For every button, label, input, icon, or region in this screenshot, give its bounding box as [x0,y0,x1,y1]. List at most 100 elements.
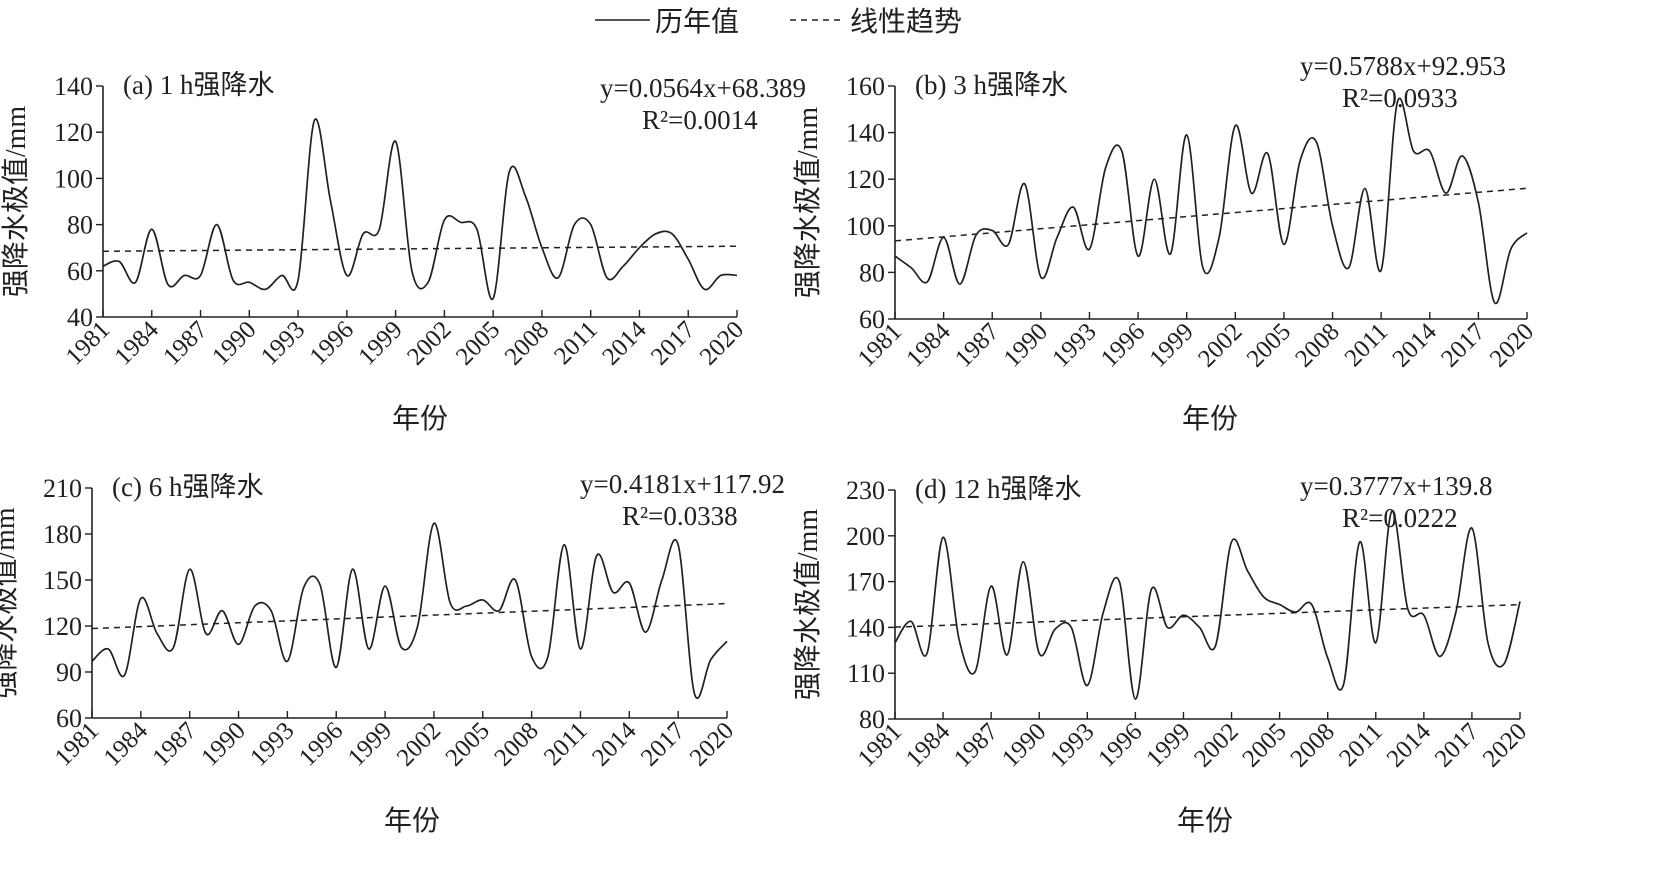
x-tick-label: 1987 [950,318,1004,372]
y-tick-label: 120 [43,612,82,641]
x-tick-label: 2008 [1290,318,1344,372]
y-tick-label: 60 [859,305,885,334]
trend-equation: y=0.0564x+68.389 [600,73,806,103]
panel-d: 8011014017020023019811984198719901993199… [792,471,1532,837]
x-tick-label: 1999 [343,717,397,771]
y-tick-label: 150 [43,566,82,595]
trend-line [894,187,1528,242]
x-tick-label: 2017 [1430,718,1484,772]
y-tick-label: 90 [56,658,82,687]
x-tick-label: 2017 [636,717,690,771]
x-tick-label: 1996 [1096,318,1150,372]
y-tick-label: 140 [846,613,885,642]
x-tick-label: 1987 [158,316,212,370]
x-tick-label: 1987 [147,717,201,771]
x-tick-label: 2008 [500,316,554,370]
x-tick-label: 2014 [587,717,642,772]
panel-a: 4060801001201401981198419871990199319961… [0,70,806,435]
y-tick-label: 80 [859,258,885,287]
x-tick-label: 2020 [1485,318,1539,372]
y-tick-label: 140 [846,119,885,148]
series-line [91,522,728,699]
trend-equation: y=0.3777x+139.8 [1300,471,1492,501]
panel-title: (c) 6 h强降水 [112,472,263,502]
x-tick-label: 2002 [392,717,446,771]
y-tick-label: 120 [846,165,885,194]
x-tick-label: 1984 [99,717,154,772]
x-tick-label: 1990 [207,316,261,370]
x-tick-label: 2020 [695,316,749,370]
trend-line [894,603,1521,628]
y-tick-label: 230 [846,476,885,505]
x-tick-label: 2020 [1478,718,1532,772]
x-tick-label: 2008 [1285,718,1339,772]
legend: 历年值 线性趋势 [595,6,962,38]
r-squared: R²=0.0014 [642,105,758,135]
x-tick-label: 2005 [441,717,495,771]
r-squared: R²=0.0222 [1342,503,1458,533]
x-tick-label: 1987 [949,718,1003,772]
panel-title: (b) 3 h强降水 [915,70,1068,100]
legend-trend-label: 线性趋势 [850,6,962,38]
y-tick-label: 160 [846,72,885,101]
panel-title: (a) 1 h强降水 [123,70,274,100]
panel-b: 6080100120140160198119841987199019931996… [792,51,1539,435]
x-axis-label: 年份 [1177,805,1233,837]
x-tick-label: 2005 [451,316,505,370]
y-tick-label: 100 [846,212,885,241]
x-tick-label: 1996 [305,316,359,370]
y-tick-label: 180 [43,520,82,549]
series-line [894,510,1521,701]
x-axis-label: 年份 [384,805,440,837]
x-tick-label: 1993 [1045,718,1099,772]
x-tick-label: 1984 [110,316,165,371]
y-tick-label: 80 [67,211,93,240]
x-tick-label: 1990 [196,717,250,771]
y-tick-label: 140 [54,72,93,101]
y-axis-label: 强降水极值/mm [0,106,32,298]
x-tick-label: 1999 [1144,318,1198,372]
x-tick-label: 1996 [294,717,348,771]
x-tick-label: 1993 [245,717,299,771]
x-tick-label: 1999 [1141,718,1195,772]
y-axis-label: 强降水极值/mm [792,509,824,701]
y-axis-label: 强降水极值/mm [792,107,824,299]
series-line [894,97,1528,305]
x-tick-label: 1990 [999,318,1053,372]
x-tick-label: 1984 [901,718,956,773]
y-tick-label: 60 [67,257,93,286]
x-tick-label: 1984 [901,318,956,373]
x-tick-label: 2011 [1340,318,1394,372]
y-tick-label: 60 [56,704,82,733]
x-tick-label: 2011 [549,316,603,370]
x-axis-label: 年份 [392,403,448,435]
trend-line [91,602,728,630]
x-tick-label: 2008 [489,717,543,771]
trend-equation: y=0.5788x+92.953 [1300,51,1506,81]
x-tick-label: 2005 [1237,718,1291,772]
x-tick-label: 2002 [1193,318,1247,372]
x-tick-label: 2011 [539,717,593,771]
x-tick-label: 2002 [1189,718,1243,772]
x-tick-label: 2014 [1382,718,1437,773]
x-tick-label: 2014 [597,316,652,371]
x-axis-label: 年份 [1182,403,1238,435]
panel-c: 6090120150180210198119841987199019931996… [0,469,785,837]
y-tick-label: 210 [43,474,82,503]
y-tick-label: 110 [847,659,885,688]
x-tick-label: 2017 [646,316,700,370]
y-tick-label: 40 [67,303,93,332]
panel-title: (d) 12 h强降水 [915,474,1081,504]
r-squared: R²=0.0338 [622,501,738,531]
y-tick-label: 100 [54,164,93,193]
x-tick-label: 2014 [1388,318,1443,373]
x-tick-label: 1996 [1093,718,1147,772]
y-tick-label: 120 [54,118,93,147]
y-tick-label: 200 [846,522,885,551]
x-tick-label: 1993 [256,316,310,370]
x-tick-label: 1993 [1047,318,1101,372]
x-tick-label: 2002 [402,316,456,370]
trend-equation: y=0.4181x+117.92 [580,469,785,499]
x-tick-label: 2011 [1334,718,1388,772]
